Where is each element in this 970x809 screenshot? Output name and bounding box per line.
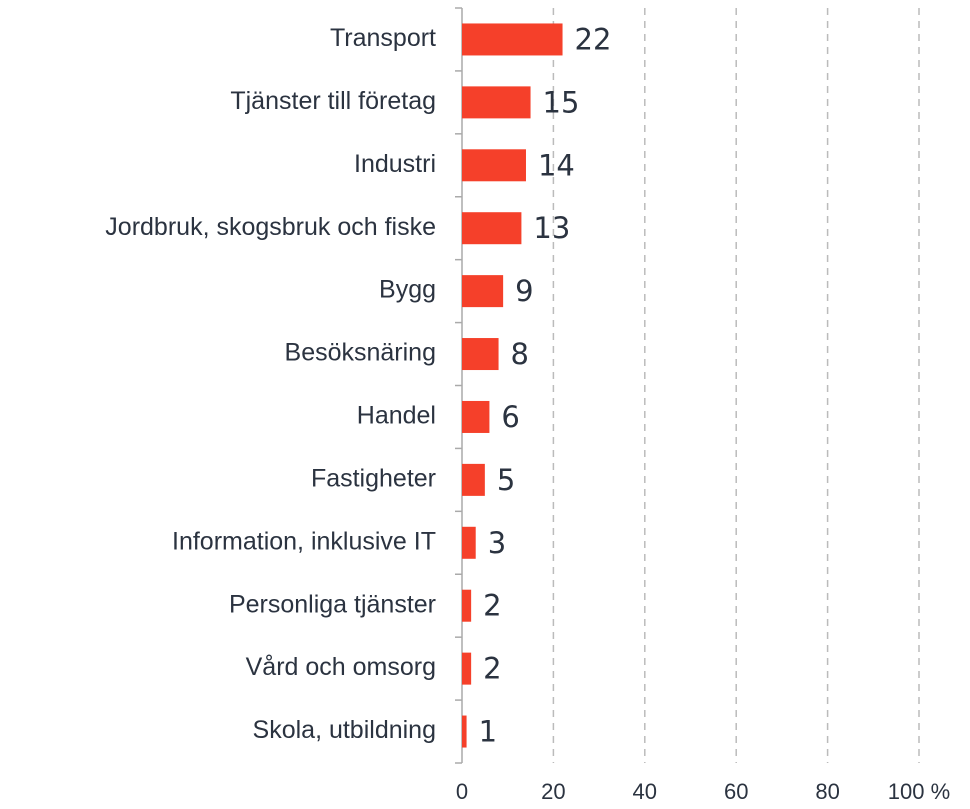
- bar: [462, 526, 476, 559]
- bar: [462, 400, 490, 433]
- value-label: 22: [575, 22, 612, 56]
- bar: [462, 149, 526, 182]
- x-tick-label: 20: [541, 779, 565, 804]
- bar: [462, 86, 531, 119]
- y-tick-label: Besöksnäring: [285, 339, 436, 367]
- y-tick-label: Handel: [357, 402, 436, 430]
- value-label: 1: [479, 715, 497, 749]
- value-label: 13: [533, 211, 570, 245]
- value-label: 6: [501, 400, 519, 434]
- bar: [462, 23, 563, 56]
- bar: [462, 275, 504, 308]
- bar: [462, 715, 467, 748]
- value-label: 2: [483, 589, 501, 623]
- y-tick-label: Bygg: [379, 276, 436, 304]
- y-tick-label: Vård och omsorg: [246, 653, 436, 681]
- y-tick-label: Skola, utbildning: [253, 716, 436, 744]
- bar: [462, 212, 522, 245]
- y-tick-label: Personliga tjänster: [229, 590, 436, 618]
- value-label: 3: [488, 526, 506, 560]
- bar: [462, 652, 472, 685]
- value-label: 2: [483, 652, 501, 686]
- y-tick-label: Tjänster till företag: [230, 87, 436, 115]
- x-tick-label: 0: [456, 779, 468, 804]
- x-tick-label: 100 %: [888, 779, 950, 804]
- y-tick-label: Industri: [354, 150, 436, 178]
- y-tick-label: Jordbruk, skogsbruk och fiske: [105, 213, 436, 241]
- x-tick-label: 60: [724, 779, 748, 804]
- x-tick-label: 80: [815, 779, 839, 804]
- value-label: 8: [511, 337, 529, 371]
- value-label: 9: [515, 274, 533, 308]
- bar: [462, 338, 499, 371]
- y-tick-label: Transport: [330, 24, 436, 52]
- x-tick-label: 40: [633, 779, 657, 804]
- value-label: 5: [497, 463, 515, 497]
- y-tick-label: Information, inklusive IT: [172, 527, 436, 555]
- value-label: 15: [543, 85, 580, 119]
- y-tick-label: Fastigheter: [311, 464, 436, 492]
- bar: [462, 463, 485, 496]
- value-label: 14: [538, 148, 575, 182]
- bar: [462, 589, 472, 622]
